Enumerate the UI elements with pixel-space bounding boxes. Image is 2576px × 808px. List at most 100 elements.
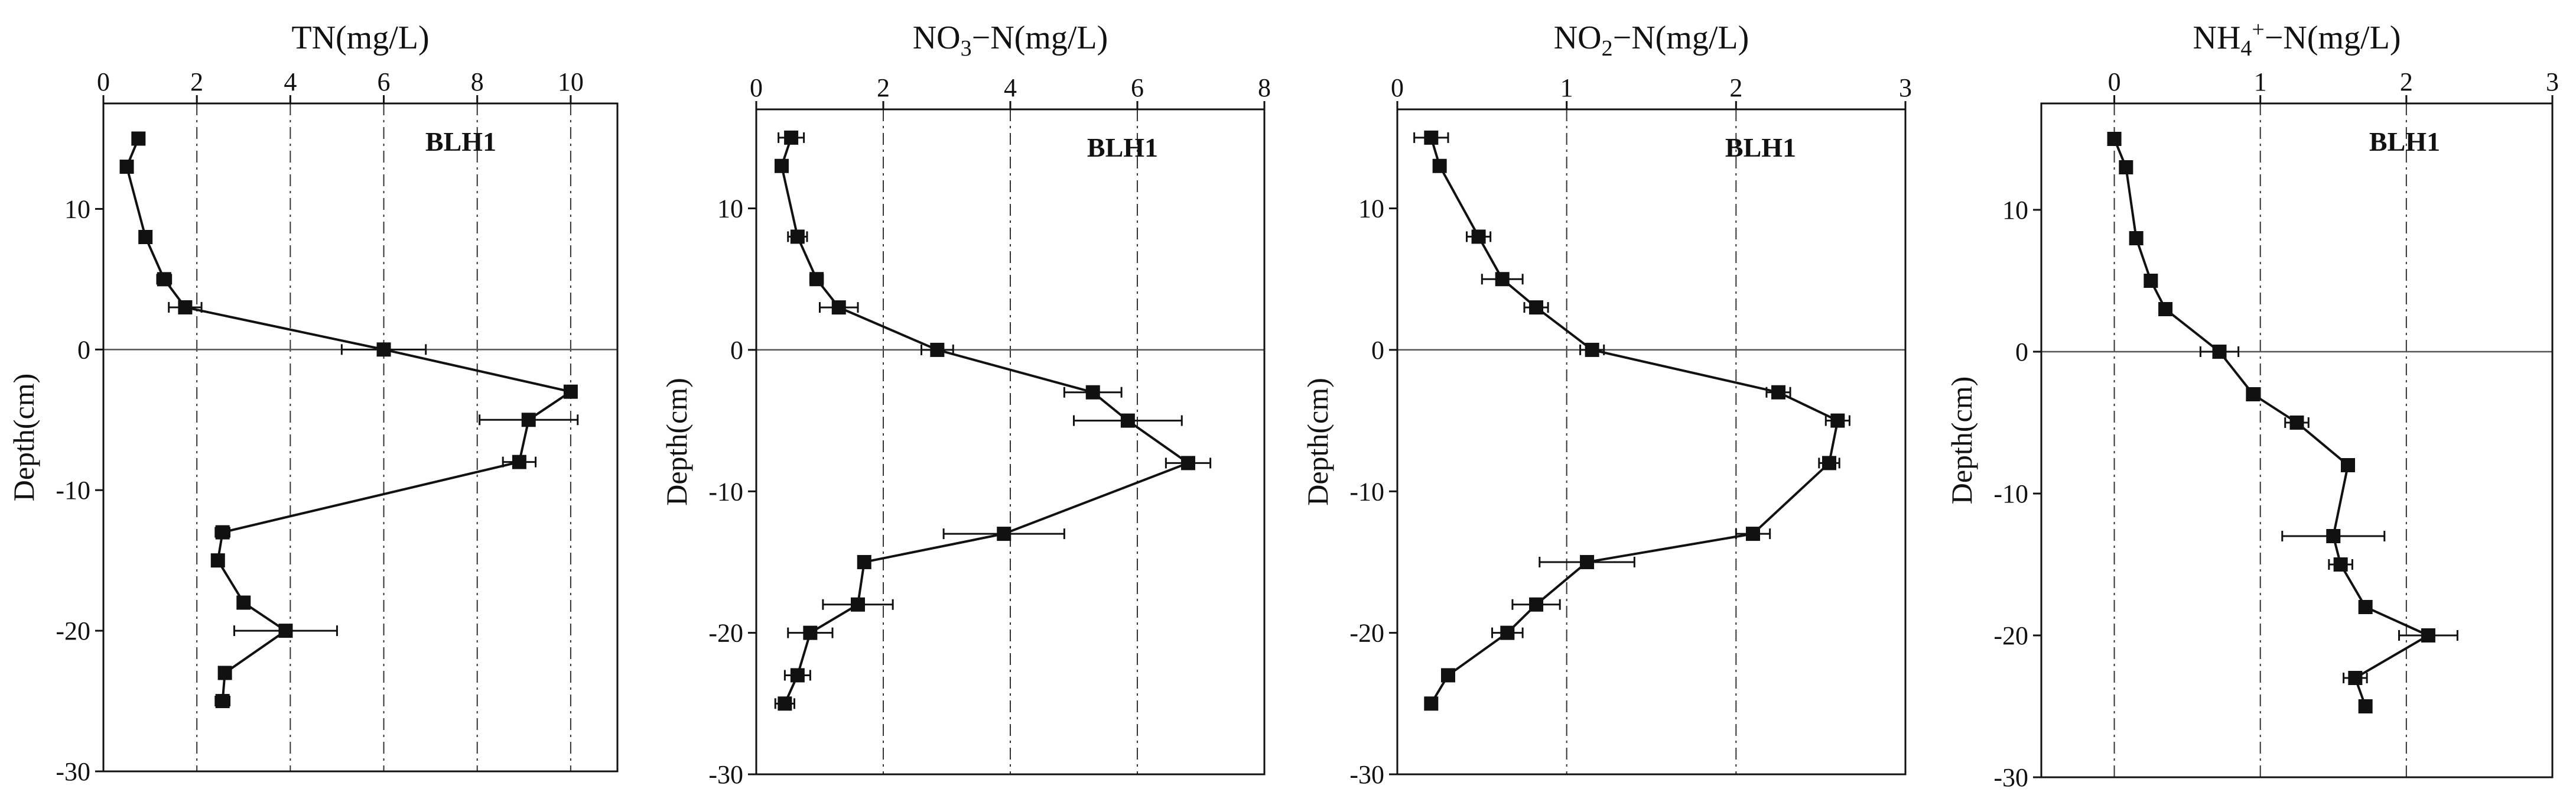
y-tick-label-3: -10 xyxy=(708,477,743,506)
data-point-5 xyxy=(2158,302,2173,316)
y-tick-label-2: 0 xyxy=(77,335,90,364)
data-point-4 xyxy=(1495,272,1510,287)
data-point-4 xyxy=(2144,274,2158,288)
x-tick-label-6: 10 xyxy=(558,67,584,96)
data-point-11 xyxy=(2333,557,2348,572)
x-tick-label-1: 0 xyxy=(1391,73,1404,102)
data-point-3 xyxy=(138,230,153,244)
x-tick-label-1: 0 xyxy=(750,73,763,102)
x-tick-label-5: 8 xyxy=(471,67,484,96)
data-point-3 xyxy=(2129,231,2144,245)
data-point-9 xyxy=(512,455,526,469)
data-point-5 xyxy=(831,300,846,315)
data-point-8 xyxy=(2289,416,2304,430)
data-point-3 xyxy=(1471,229,1486,244)
y-tick-label-5: -30 xyxy=(708,760,743,789)
y-tick-label-3: -10 xyxy=(1349,477,1384,506)
x-tick-label-1: 0 xyxy=(2108,67,2121,96)
plot-frame xyxy=(102,102,619,773)
axis-title: TN(mg/L) xyxy=(291,20,429,56)
x-tick-label-4: 6 xyxy=(1131,73,1144,102)
y-tick-label-4: -20 xyxy=(1993,621,2028,650)
y-tick-label-5: -30 xyxy=(56,757,90,786)
data-point-6 xyxy=(2212,345,2227,359)
site-label: BLH1 xyxy=(1725,132,1796,163)
y-tick-label-5: -30 xyxy=(1993,763,2028,792)
x-tick-label-2: 1 xyxy=(2254,67,2267,96)
y-axis-label: Depth(cm) xyxy=(660,378,693,506)
data-point-11 xyxy=(1580,554,1595,569)
y-tick-label-2: 0 xyxy=(730,336,743,365)
data-point-9 xyxy=(1822,456,1836,470)
site-label: BLH1 xyxy=(425,126,496,157)
data-point-10 xyxy=(215,525,230,540)
data-point-2 xyxy=(775,158,789,173)
y-tick-label-1: 10 xyxy=(717,194,743,223)
data-point-7 xyxy=(2246,387,2260,401)
data-point-1 xyxy=(1424,130,1439,145)
data-point-8 xyxy=(521,413,536,427)
data-point-7 xyxy=(1771,385,1785,400)
panel-1: 0 2 4 6 8 10 10 0 -10 -20 -30 TN(mg/L) Depth(cm) BLH1 xyxy=(7,20,619,786)
axis-title: NO2−N(mg/L) xyxy=(1554,20,1749,61)
data-point-9 xyxy=(1181,456,1195,470)
plot-frame xyxy=(1396,108,1907,775)
data-point-4 xyxy=(809,272,824,287)
panel-4: 0 1 2 3 10 0 -10 -20 -30 NH4+−N(mg/L) Depth(cm) BLH… xyxy=(1945,17,2559,792)
data-point-10 xyxy=(2326,529,2341,543)
y-axis-label: Depth(cm) xyxy=(1945,377,1978,505)
x-tick-label-2: 1 xyxy=(1560,73,1573,102)
y-axis-label: Depth(cm) xyxy=(1301,378,1334,506)
x-tick-label-3: 4 xyxy=(1004,73,1017,102)
data-point-12 xyxy=(2358,600,2373,614)
axis-title: NO3−N(mg/L) xyxy=(913,20,1108,61)
data-point-1 xyxy=(2107,132,2122,146)
y-tick-label-2: 0 xyxy=(2015,338,2028,366)
data-point-13 xyxy=(278,624,293,638)
y-tick-label-4: -20 xyxy=(1349,619,1384,648)
y-tick-label-4: -20 xyxy=(708,619,743,648)
y-tick-label-1: 10 xyxy=(1358,194,1384,223)
y-tick-label-2: 0 xyxy=(1371,336,1384,365)
site-label: BLH1 xyxy=(2369,126,2440,157)
axis-title: NH4+−N(mg/L) xyxy=(2193,17,2401,61)
data-point-6 xyxy=(1585,342,1599,357)
site-label: BLH1 xyxy=(1087,132,1158,163)
data-point-11 xyxy=(857,554,871,569)
panel-2: 0 2 4 6 8 10 0 -10 -20 -30 NO3−N(mg/L) Depth(cm) BLH… xyxy=(660,20,1271,789)
data-point-12 xyxy=(236,595,251,610)
x-tick-label-5: 8 xyxy=(1258,73,1271,102)
x-tick-label-2: 2 xyxy=(877,73,890,102)
data-point-6 xyxy=(376,342,391,357)
y-tick-label-4: -20 xyxy=(56,616,90,645)
series-line xyxy=(1430,137,1839,705)
data-point-1 xyxy=(131,131,146,146)
y-tick-label-3: -10 xyxy=(1993,479,2028,508)
data-point-14 xyxy=(2348,671,2363,685)
data-point-3 xyxy=(790,229,805,244)
y-tick-label-5: -30 xyxy=(1349,760,1384,789)
data-point-13 xyxy=(1500,625,1515,640)
data-point-14 xyxy=(1441,668,1455,683)
data-point-15 xyxy=(2358,699,2373,713)
x-tick-label-1: 0 xyxy=(97,67,110,96)
data-point-5 xyxy=(1529,300,1544,315)
x-tick-label-4: 3 xyxy=(2546,67,2559,96)
data-point-13 xyxy=(803,625,818,640)
x-tick-label-2: 2 xyxy=(190,67,203,96)
x-tick-label-3: 2 xyxy=(1729,73,1742,102)
y-tick-label-3: -10 xyxy=(56,476,90,505)
data-point-7 xyxy=(563,384,578,399)
data-point-13 xyxy=(2421,628,2435,642)
data-point-15 xyxy=(778,696,792,711)
panel-3: 0 1 2 3 10 0 -10 -20 -30 NO2−N(mg/L) Depth(cm) BLH1 xyxy=(1301,20,1912,789)
data-point-14 xyxy=(790,668,805,683)
y-tick-label-1: 10 xyxy=(64,194,90,223)
data-point-12 xyxy=(851,597,865,612)
data-point-12 xyxy=(1529,597,1544,612)
data-point-9 xyxy=(2341,458,2355,472)
x-tick-label-4: 6 xyxy=(378,67,391,96)
plot-frame xyxy=(2040,102,2554,778)
data-point-7 xyxy=(1085,385,1100,400)
